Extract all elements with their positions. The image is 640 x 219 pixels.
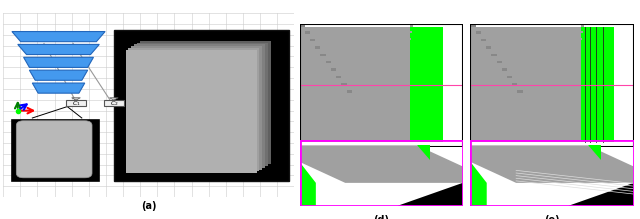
Text: (c): (c)	[545, 159, 559, 169]
Polygon shape	[568, 183, 634, 206]
Polygon shape	[470, 162, 486, 206]
Bar	[300, 26, 410, 142]
Polygon shape	[109, 98, 118, 100]
Bar	[321, 53, 326, 56]
Bar	[140, 41, 271, 164]
Bar	[66, 100, 86, 106]
Bar	[581, 26, 614, 142]
Text: $C_1$: $C_1$	[72, 99, 81, 108]
Bar	[404, 71, 407, 74]
Polygon shape	[29, 70, 88, 80]
Bar	[470, 26, 581, 142]
Bar	[507, 76, 512, 78]
Bar	[476, 32, 481, 34]
Text: $C_2$: $C_2$	[109, 99, 118, 108]
Bar	[577, 58, 580, 60]
Text: (d): (d)	[373, 215, 389, 219]
Bar	[406, 58, 409, 60]
Bar	[481, 39, 486, 41]
Text: (b): (b)	[373, 159, 389, 169]
Bar	[305, 32, 310, 34]
Bar	[512, 83, 517, 85]
Bar	[310, 39, 315, 41]
Polygon shape	[417, 145, 430, 160]
Bar	[125, 50, 257, 173]
Bar	[575, 71, 578, 74]
Bar	[407, 51, 410, 53]
Bar	[408, 44, 410, 47]
Bar	[578, 51, 580, 53]
Bar	[129, 48, 259, 171]
Bar	[104, 100, 124, 106]
Bar	[114, 30, 289, 180]
Bar	[581, 24, 584, 26]
Bar	[497, 61, 502, 63]
Bar	[300, 24, 305, 26]
FancyBboxPatch shape	[16, 121, 92, 178]
Bar	[137, 42, 268, 166]
Polygon shape	[24, 57, 93, 67]
Polygon shape	[470, 145, 634, 183]
Bar	[315, 46, 321, 49]
Polygon shape	[18, 44, 99, 55]
Bar	[336, 76, 341, 78]
Bar	[406, 65, 408, 67]
Bar	[410, 24, 413, 26]
Bar	[580, 31, 583, 33]
Bar	[517, 90, 523, 93]
Bar	[341, 83, 346, 85]
Polygon shape	[12, 32, 105, 42]
Bar	[131, 46, 262, 170]
Polygon shape	[397, 183, 463, 206]
Bar	[409, 38, 412, 40]
Text: (e): (e)	[544, 215, 560, 219]
Bar	[12, 120, 99, 180]
Bar	[580, 38, 582, 40]
Polygon shape	[588, 145, 601, 160]
Polygon shape	[33, 83, 84, 93]
Polygon shape	[72, 98, 81, 100]
Polygon shape	[300, 162, 316, 206]
Polygon shape	[300, 145, 463, 183]
Bar	[326, 61, 331, 63]
Bar	[134, 44, 266, 168]
Bar	[486, 46, 492, 49]
Bar	[346, 90, 352, 93]
Bar	[470, 24, 476, 26]
Bar	[492, 53, 497, 56]
Bar	[410, 31, 412, 33]
Bar	[410, 26, 443, 142]
Bar	[331, 68, 336, 71]
Bar	[579, 44, 581, 47]
Bar	[502, 68, 507, 71]
Bar	[577, 65, 579, 67]
Text: (a): (a)	[141, 201, 157, 211]
